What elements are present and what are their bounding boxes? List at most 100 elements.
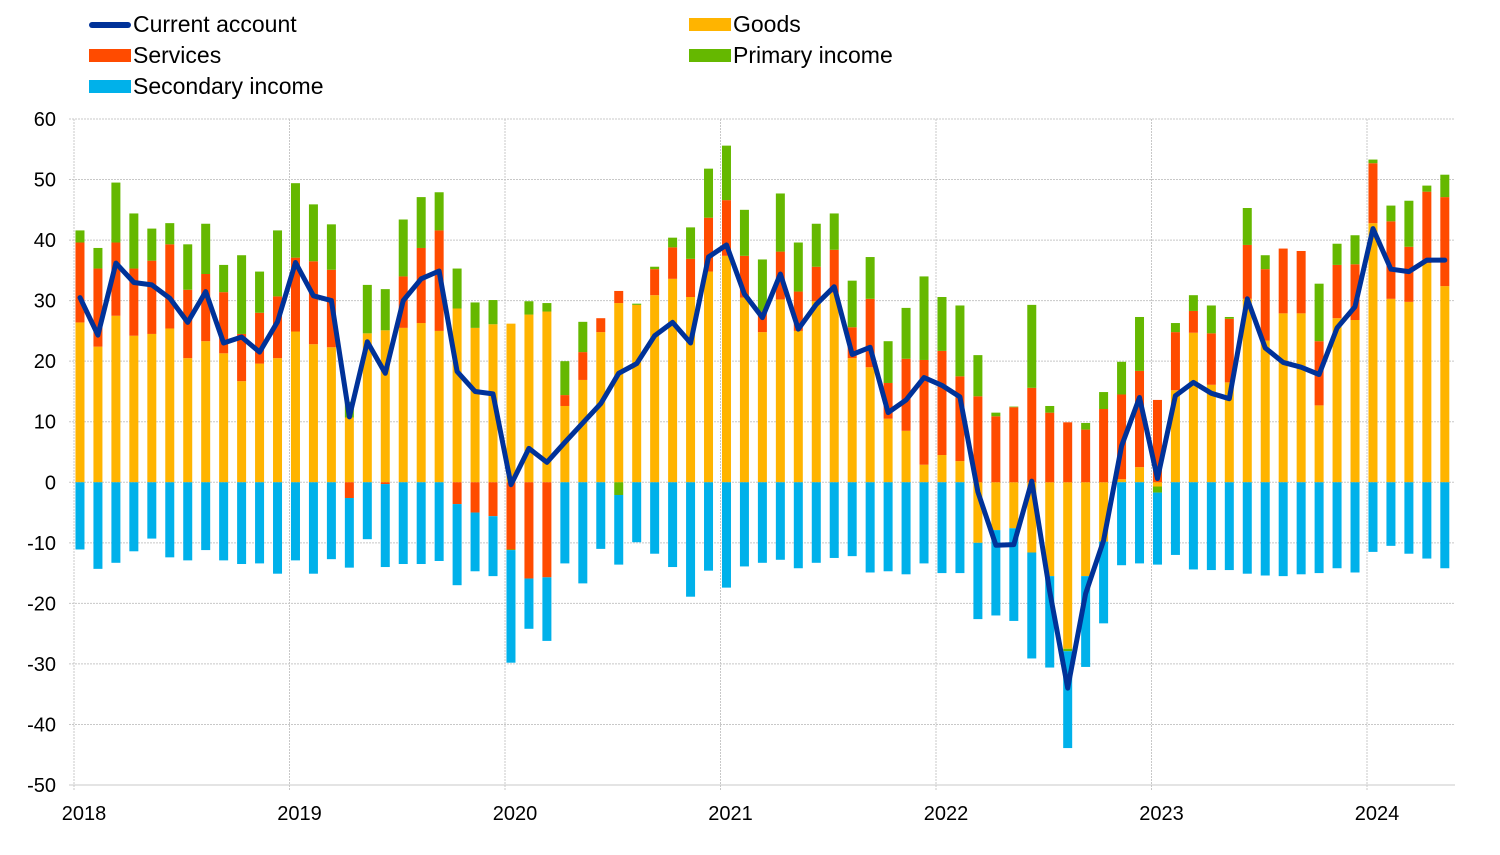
- bar-services-73: [1386, 221, 1396, 299]
- bar-services-15: [344, 482, 354, 499]
- bar-primary-income-11: [273, 230, 283, 297]
- bar-services-1: [93, 268, 103, 347]
- bar-primary-income-7: [201, 223, 211, 274]
- x-tick-label-2022: 2022: [924, 803, 969, 825]
- bar-services-34: [686, 258, 696, 298]
- bar-primary-income-20: [434, 192, 444, 231]
- bar-goods-26: [542, 311, 552, 483]
- bar-goods-49: [955, 461, 965, 483]
- bar-goods-76: [1440, 286, 1450, 483]
- bar-services-50: [973, 396, 983, 483]
- bar-secondary-income-31: [632, 482, 642, 543]
- bar-goods-32: [650, 295, 660, 483]
- bar-primary-income-72: [1368, 159, 1378, 164]
- bar-secondary-income-58: [1117, 482, 1127, 566]
- legend-item-secondary-income: Secondary income: [89, 71, 324, 102]
- x-tick-label-2018: 2018: [62, 803, 107, 825]
- bar-goods-22: [470, 327, 480, 483]
- bar-secondary-income-53: [1027, 552, 1037, 659]
- y-tick-label--50: -50: [27, 775, 56, 797]
- bar-services-22: [470, 482, 480, 513]
- bar-primary-income-50: [973, 355, 983, 397]
- bar-secondary-income-46: [901, 482, 911, 575]
- bar-secondary-income-66: [1260, 482, 1270, 576]
- bar-goods-3: [129, 335, 139, 483]
- bar-primary-income-65: [1242, 208, 1252, 245]
- bar-primary-income-69: [1314, 283, 1324, 342]
- bar-secondary-income-54: [1045, 576, 1055, 668]
- bar-goods-7: [201, 341, 211, 483]
- bar-goods-44: [865, 367, 875, 483]
- bar-services-36: [721, 200, 731, 256]
- bar-primary-income-44: [865, 257, 875, 299]
- bar-secondary-income-30: [614, 494, 624, 565]
- bar-secondary-income-13: [308, 482, 318, 574]
- bar-primary-income-51: [991, 412, 1001, 417]
- bar-services-61: [1170, 332, 1180, 391]
- bar-secondary-income-59: [1135, 482, 1145, 564]
- bar-primary-income-46: [901, 307, 911, 359]
- bar-services-43: [847, 327, 857, 359]
- bar-secondary-income-40: [793, 482, 803, 569]
- bar-services-76: [1440, 197, 1450, 287]
- bar-services-52: [1009, 407, 1019, 483]
- y-tick-label--40: -40: [27, 714, 56, 736]
- bar-services-9: [237, 333, 247, 382]
- bar-goods-13: [308, 344, 318, 483]
- bar-services-29: [596, 318, 606, 333]
- legend-label-current-account: Current account: [133, 11, 297, 37]
- bar-secondary-income-14: [326, 482, 336, 560]
- x-tick-label-2019: 2019: [277, 803, 322, 825]
- legend-label-primary-income: Primary income: [733, 42, 893, 68]
- bar-services-67: [1278, 248, 1288, 314]
- bar-secondary-income-25: [524, 578, 534, 629]
- bar-goods-65: [1242, 298, 1252, 483]
- bar-goods-54: [1045, 482, 1055, 577]
- bar-goods-48: [937, 455, 947, 483]
- bar-services-40: [793, 291, 803, 331]
- bar-secondary-income-72: [1368, 482, 1378, 552]
- bar-secondary-income-18: [398, 482, 408, 565]
- bar-secondary-income-6: [183, 482, 193, 561]
- bar-goods-8: [219, 353, 229, 483]
- bar-goods-73: [1386, 298, 1396, 483]
- bar-goods-70: [1332, 318, 1342, 483]
- bar-goods-36: [721, 255, 731, 483]
- bar-primary-income-1: [93, 247, 103, 269]
- bar-primary-income-0: [75, 230, 85, 243]
- bar-primary-income-48: [937, 297, 947, 351]
- bar-secondary-income-51: [991, 530, 1001, 616]
- bar-services-23: [488, 482, 498, 517]
- bar-primary-income-43: [847, 280, 857, 328]
- bar-primary-income-28: [578, 321, 588, 353]
- bar-goods-2: [111, 315, 121, 483]
- y-axis: -50 -40 -30 -20 -10 0 10 20 30 40 50 60: [27, 109, 56, 797]
- y-tick-label--10: -10: [27, 533, 56, 555]
- bar-secondary-income-32: [650, 482, 660, 554]
- legend-label-goods: Goods: [733, 11, 801, 37]
- bar-secondary-income-28: [578, 482, 588, 584]
- bar-secondary-income-12: [290, 482, 300, 561]
- bar-goods-38: [757, 332, 767, 483]
- bar-secondary-income-19: [416, 482, 426, 565]
- bar-services-47: [919, 359, 929, 465]
- bar-goods-56: [1081, 482, 1091, 577]
- bar-secondary-income-75: [1422, 482, 1432, 559]
- bar-secondary-income-35: [704, 482, 714, 571]
- y-tick-label-10: 10: [34, 412, 56, 434]
- current-account-line: [77, 226, 1448, 691]
- bar-primary-income-2: [111, 182, 121, 243]
- bar-primary-income-34: [686, 227, 696, 259]
- bar-goods-35: [704, 271, 714, 483]
- bar-primary-income-19: [416, 197, 426, 248]
- bar-primary-income-38: [757, 259, 767, 312]
- y-tick-label-50: 50: [34, 170, 56, 192]
- bar-services-3: [129, 268, 139, 336]
- bar-services-65: [1242, 244, 1252, 299]
- bar-goods-62: [1188, 332, 1198, 483]
- bar-goods-39: [775, 299, 785, 483]
- bar-primary-income-9: [237, 255, 247, 334]
- y-tick-label-20: 20: [34, 351, 56, 373]
- bar-goods-45: [883, 418, 893, 483]
- bar-services-7: [201, 273, 211, 342]
